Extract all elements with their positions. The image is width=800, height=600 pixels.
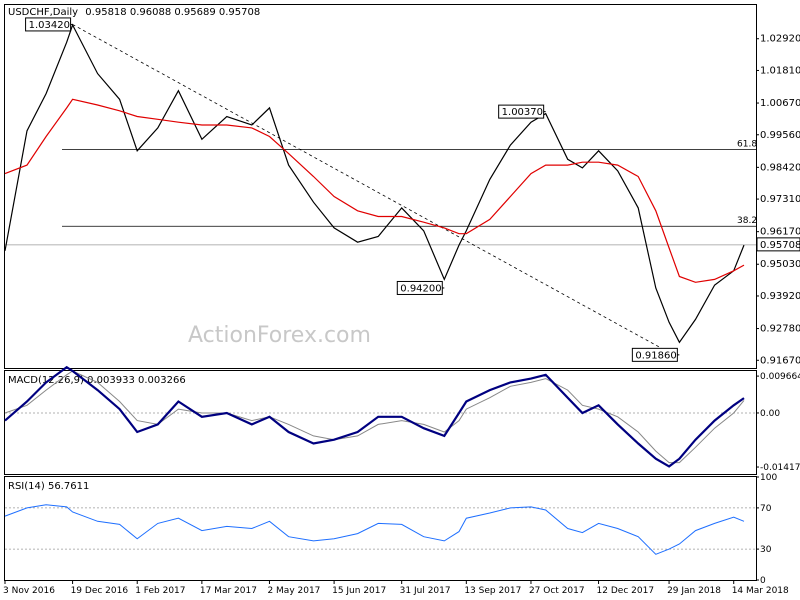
x-tick-label: 14 Mar 2018 bbox=[732, 586, 789, 596]
price-tick-label: 0.96170 bbox=[760, 227, 800, 238]
price-annotations-layer: 1.03420 1.00370 0.94200 0.91860 bbox=[25, 17, 680, 362]
price-tick-label: 0.97310 bbox=[760, 194, 800, 205]
x-tick-label: 13 Sep 2017 bbox=[464, 586, 521, 596]
macd-title: MACD(12,26,9) 0.003933 0.003266 bbox=[8, 375, 186, 386]
ohlc-text: 0.95818 0.96088 0.95689 0.95708 bbox=[85, 7, 260, 18]
price-pane-border bbox=[4, 4, 757, 369]
rsi-tick-label: 70 bbox=[760, 504, 772, 514]
symbol-label: USDCHF,Daily 0.95818 0.96088 0.95689 0.9… bbox=[8, 7, 260, 18]
annotation-box bbox=[498, 104, 545, 119]
x-tick-label: 19 Dec 2016 bbox=[71, 586, 129, 596]
annotation-label: 0.94200 bbox=[400, 283, 441, 294]
x-tick-label: 27 Oct 2017 bbox=[529, 586, 585, 596]
macd-tick-label: 0.009664 bbox=[760, 372, 800, 382]
fib-level-label: 61.8 bbox=[737, 139, 757, 149]
price-line bbox=[4, 23, 745, 344]
price-tick-label: 0.93920 bbox=[760, 291, 800, 302]
price-tick-label: 1.02920 bbox=[760, 34, 800, 45]
x-tick-label: 15 Jun 2017 bbox=[332, 586, 386, 596]
x-axis-layer: 3 Nov 2016 19 Dec 2016 1 Feb 2017 17 Mar 20… bbox=[3, 580, 789, 596]
rsi-line bbox=[4, 504, 745, 555]
macd-tick-label: -0.014171 bbox=[760, 463, 800, 473]
watermark-text: ActionForex.com bbox=[188, 323, 371, 348]
price-tick-label: 0.95030 bbox=[760, 259, 800, 270]
x-tick-label: 3 Nov 2016 bbox=[3, 586, 55, 596]
x-tick-label: 29 Jan 2018 bbox=[667, 586, 721, 596]
price-axis-labels: 1.02920 1.01810 1.00670 0.99560 0.98420 0.973… bbox=[756, 34, 800, 366]
rsi-layer: 100 70 30 0 bbox=[4, 473, 777, 586]
price-tick-label: 0.98420 bbox=[760, 162, 800, 173]
rsi-tick-label: 100 bbox=[760, 473, 777, 483]
symbol-text: USDCHF,Daily bbox=[8, 7, 78, 18]
rsi-tick-label: 30 bbox=[760, 545, 772, 555]
x-tick-label: 31 Jul 2017 bbox=[400, 586, 451, 596]
x-tick-label: 1 Feb 2017 bbox=[135, 586, 185, 596]
annotation-label: 1.00370 bbox=[502, 107, 543, 118]
annotation-label: 0.91860 bbox=[635, 350, 676, 361]
annotation-label: 1.03420 bbox=[29, 20, 70, 31]
price-series-layer bbox=[4, 23, 745, 344]
macd-layer: 0.009664 0.00 -0.014171 bbox=[4, 365, 800, 473]
price-tick-label: 0.91670 bbox=[760, 355, 800, 366]
price-tick-label: 0.99560 bbox=[760, 130, 800, 141]
rsi-tick-label: 0 bbox=[760, 576, 766, 586]
trendline bbox=[72, 24, 674, 356]
x-tick-label: 17 Mar 2017 bbox=[200, 586, 257, 596]
current-price-box bbox=[756, 237, 800, 252]
price-tick-label: 1.00670 bbox=[760, 98, 800, 109]
x-tick-label: 12 Dec 2017 bbox=[597, 586, 655, 596]
x-tick-label: 2 May 2017 bbox=[267, 586, 320, 596]
current-price-label: 0.95708 bbox=[760, 240, 800, 251]
rsi-pane-border bbox=[4, 476, 757, 581]
annotation-box bbox=[631, 347, 678, 362]
fib-level-label: 38.2 bbox=[737, 216, 757, 226]
moving-average-line bbox=[4, 98, 745, 283]
annotation-box bbox=[25, 17, 72, 32]
macd-tick-label: 0.00 bbox=[760, 409, 780, 419]
annotation-box bbox=[396, 280, 443, 295]
price-tick-label: 0.92780 bbox=[760, 324, 800, 335]
price-tick-label: 1.01810 bbox=[760, 65, 800, 76]
price-levels-layer: 61.8 38.2 bbox=[5, 24, 757, 356]
macd-line bbox=[4, 365, 745, 468]
rsi-title: RSI(14) 56.7611 bbox=[8, 481, 89, 492]
macd-pane-border bbox=[4, 370, 757, 475]
